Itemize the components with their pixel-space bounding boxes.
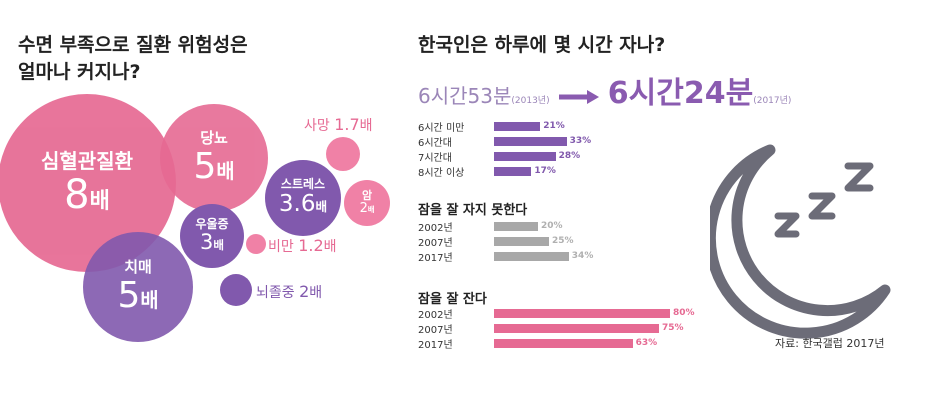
bar-row: 8시간 이상 17% [418,164,556,179]
bubble-unit: 배 [213,238,224,253]
bubble-value: 3.6 [278,191,316,218]
bar-value-label: 75% [662,323,684,333]
bubble-cancer: 암 2배 [344,180,390,226]
sleep-time-new-year: (2017년) [753,96,792,106]
bar [494,221,538,231]
obesity-label: 비만 1.2배 [268,236,337,255]
bar-category-label: 2017년 [418,252,453,264]
bar-category-label: 2007년 [418,237,453,249]
bar [494,236,549,246]
bubble-label: 당뇨 [200,128,228,147]
bubble-label: 우울증 [195,216,229,231]
stroke-label: 뇌졸중 2배 [256,282,323,301]
right-title: 한국인은 하루에 몇 시간 자나? [418,34,666,56]
bar-value-label: 33% [569,136,592,146]
sleep-time-new: 6시간24분 [607,76,754,111]
death-label: 사망 1.7배 [304,115,373,134]
bar-category-label: 2017년 [418,339,453,351]
bar-value-label: 17% [534,166,556,176]
bar-category-label: 8시간 이상 [418,167,465,179]
bar-value-label: 20% [541,221,563,231]
bar-value-label: 34% [571,251,594,261]
left-title-line2: 얼마나 커지나? [18,61,141,83]
bubble-unit: 배 [89,188,110,214]
bar-row: 2002년 80% [418,306,695,321]
bubble-value: 5 [117,274,141,316]
bubble-value: 5 [193,145,217,187]
poor-sleep-title: 잠을 잘 자지 못한다 [418,203,528,218]
bar-value-label: 25% [552,236,574,246]
arrow-right-icon [558,89,599,109]
bar-category-label: 6시간 미만 [418,122,465,134]
bubble-depression: 우울증 3배 [180,204,244,268]
bubble-unit: 배 [367,205,375,215]
bar-category-label: 6시간대 [418,137,452,149]
bubble-death [326,137,360,171]
bar-row: 7시간대 28% [418,149,581,164]
bar-category-label: 2002년 [418,309,453,321]
bar-category-label: 2002년 [418,222,453,234]
left-title: 수면 부족으로 질환 위험성은 얼마나 커지나? [18,32,248,86]
good-sleep-title: 잠을 잘 잔다 [418,292,487,307]
bar-category-label: 2007년 [418,324,453,336]
bubble-value: 3 [200,230,214,255]
bar-value-label: 80% [673,308,695,318]
bar-value-label: 28% [558,151,581,161]
bar-row: 2007년 75% [418,321,684,336]
bubble-value: 8 [64,171,90,218]
risk-bubble-chart: 심혈관질환 8배 당뇨 5배 치매 5배 스트레스 3.6배 우울증 3배 암 … [0,0,400,403]
bar [494,121,541,131]
bar [494,323,659,333]
bar-value-label: 63% [635,338,658,348]
sleep-time-compare: 6시간53분(2013년) 6시간24분(2017년) [418,68,791,112]
bubble-unit: 배 [216,159,235,183]
sleep-time-old-year: (2013년) [511,96,550,106]
bubble-diabetes: 당뇨 5배 [160,104,268,212]
bar [494,338,633,348]
bubble-obesity [246,234,266,254]
bubble-value: 2 [359,201,368,217]
bar [494,151,556,161]
source-note: 자료: 한국갤럽 2017년 [775,337,885,350]
sleep-time-old: 6시간53분 [418,84,512,108]
bubble-label: 치매 [124,257,152,276]
bubble-label: 심혈관질환 [41,148,133,173]
bar-row: 6시간 미만 21% [418,119,565,134]
bar [494,308,670,318]
bar-row: 2007년 25% [418,234,574,249]
bubble-label: 스트레스 [280,177,326,192]
moon-zzz-icon [704,140,900,344]
bar-row: 2017년 34% [418,249,594,264]
bubble-unit: 배 [140,288,159,312]
bar-value-label: 21% [543,121,565,131]
bubble-unit: 배 [315,199,328,215]
bubble-label: 암 [361,188,373,202]
bubble-dementia: 치매 5배 [83,232,193,342]
bar-row: 2017년 63% [418,336,658,351]
bar [494,136,567,146]
left-title-line1: 수면 부족으로 질환 위험성은 [18,34,248,56]
bar-category-label: 7시간대 [418,152,452,164]
bubble-stress: 스트레스 3.6배 [265,160,341,236]
bar-row: 2002년 20% [418,219,563,234]
bar [494,251,569,261]
bar [494,166,532,176]
bar-row: 6시간대 33% [418,134,592,149]
bubble-stroke [220,274,252,306]
